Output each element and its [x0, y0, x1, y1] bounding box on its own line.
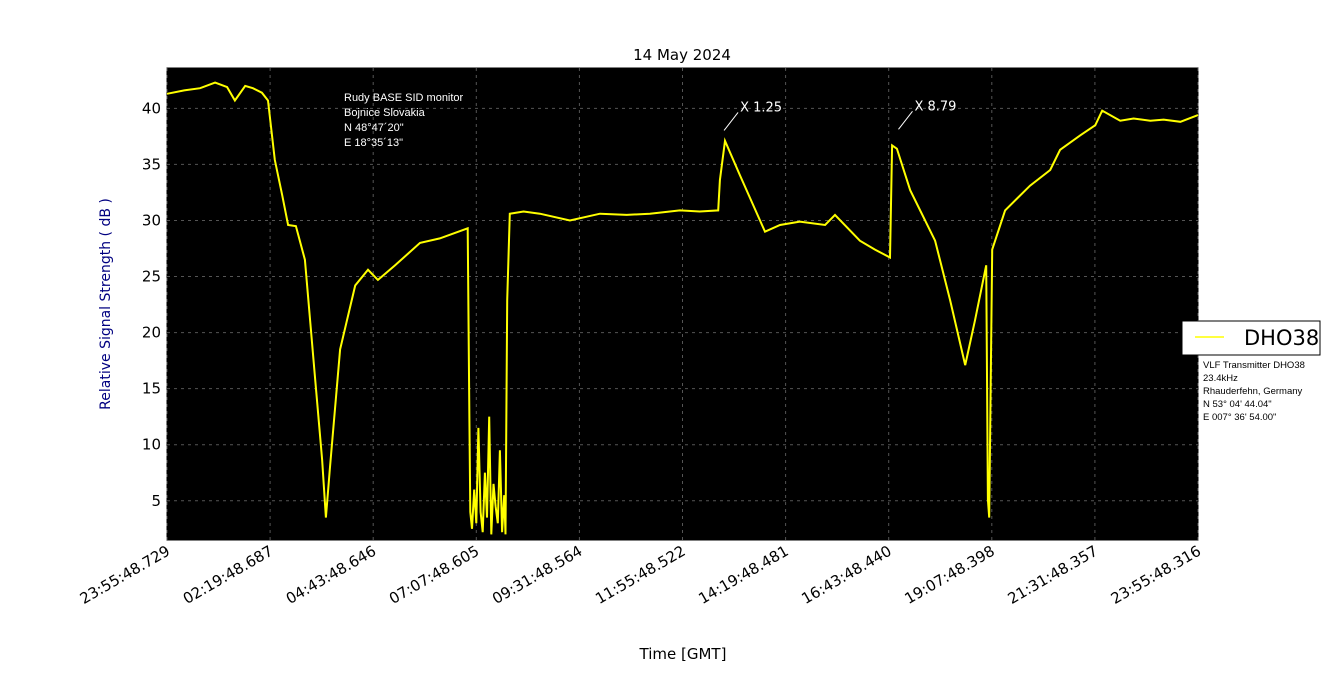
station-info-line: E 18°35´13" — [344, 137, 403, 149]
y-axis-label: Relative Signal Strength ( dB ) — [98, 198, 114, 410]
legend-label: DHO38 — [1244, 326, 1319, 350]
station-info-line: Bojnice Slovakia — [344, 107, 426, 119]
transmitter-info-line: Rhauderfehn, Germany — [1203, 386, 1303, 397]
x-tick-label: 23:55:48.316 — [1108, 542, 1204, 608]
transmitter-info-line: E 007° 36' 54.00" — [1203, 412, 1276, 423]
y-tick-label: 20 — [142, 324, 161, 342]
legend: DHO38 — [1181, 320, 1321, 356]
y-tick-label: 40 — [142, 99, 161, 117]
annotation-pointer — [723, 112, 739, 131]
x-tick-label: 09:31:48.564 — [489, 542, 585, 608]
x-tick-label: 02:19:48.687 — [180, 542, 276, 608]
chart-title: 14 May 2024 — [633, 46, 731, 64]
y-axis: 5 10 15 20 25 30 35 40 — [142, 99, 161, 509]
transmitter-info: VLF Transmitter DHO38 23.4kHz Rhauderfeh… — [1203, 360, 1305, 423]
x-axis: 23:55:48.729 02:19:48.687 04:43:48.646 07:0… — [77, 542, 1204, 608]
y-tick-label: 30 — [142, 211, 161, 229]
legend-box — [1181, 320, 1321, 356]
series-line-dho38 — [166, 81, 1199, 535]
x-tick-label: 04:43:48.646 — [283, 542, 379, 608]
x-tick-label: 14:19:48.481 — [695, 542, 791, 608]
station-info: Rudy BASE SID monitor Bojnice Slovakia N… — [344, 92, 464, 149]
y-tick-label: 5 — [151, 492, 161, 510]
transmitter-info-line: N 53° 04' 44.04" — [1203, 399, 1272, 410]
x-tick-label: 21:31:48.357 — [1005, 542, 1101, 608]
x-tick-label: 19:07:48.398 — [902, 542, 998, 608]
x-tick-label: 23:55:48.729 — [77, 542, 173, 608]
y-tick-label: 35 — [142, 155, 161, 173]
grid — [166, 68, 1199, 540]
annotation-label: X 8.79 — [914, 99, 956, 114]
y-tick-label: 25 — [142, 268, 161, 286]
y-tick-label: 15 — [142, 380, 161, 398]
annotation-label: X 1.25 — [740, 100, 782, 115]
x-tick-label: 11:55:48.522 — [592, 542, 688, 608]
annotations: X 1.25 X 8.79 — [723, 99, 956, 131]
station-info-line: N 48°47´20" — [344, 122, 404, 134]
transmitter-info-line: 23.4kHz — [1203, 373, 1238, 384]
y-tick-label: 10 — [142, 436, 161, 454]
annotation-pointer — [898, 111, 913, 130]
x-tick-label: 16:43:48.440 — [798, 542, 894, 608]
station-info-line: Rudy BASE SID monitor — [344, 92, 464, 104]
x-tick-label: 07:07:48.605 — [386, 542, 482, 608]
transmitter-info-line: VLF Transmitter DHO38 — [1203, 360, 1305, 371]
x-axis-label: Time [GMT] — [639, 645, 727, 663]
